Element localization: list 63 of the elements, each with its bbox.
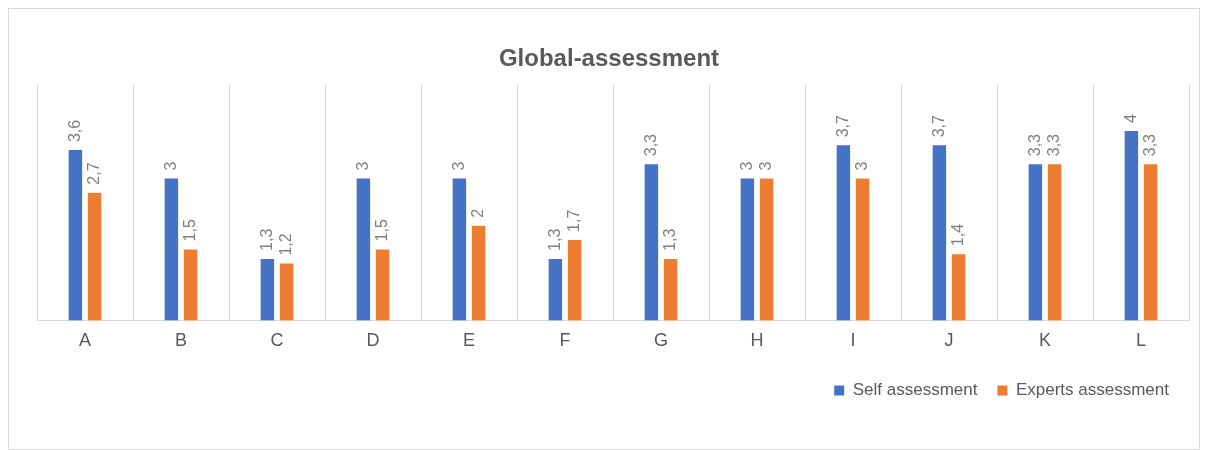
bar bbox=[260, 258, 275, 321]
bar bbox=[164, 178, 179, 321]
bar bbox=[855, 178, 870, 321]
bar bbox=[68, 150, 83, 321]
bar bbox=[932, 145, 947, 321]
x-tick-label: D bbox=[366, 330, 380, 351]
bar bbox=[1143, 164, 1158, 321]
bar bbox=[471, 225, 486, 321]
bar bbox=[644, 164, 659, 321]
bar bbox=[1124, 131, 1139, 321]
bar bbox=[183, 249, 198, 321]
legend-label: Experts assessment bbox=[1015, 380, 1170, 400]
data-label: 3 bbox=[737, 161, 755, 171]
data-label: 3 bbox=[161, 161, 179, 171]
data-label: 1,3 bbox=[661, 228, 679, 251]
bar bbox=[356, 178, 371, 321]
data-label: 3 bbox=[449, 161, 467, 171]
data-label: 1,5 bbox=[181, 219, 199, 242]
x-tick-label: I bbox=[850, 330, 856, 351]
x-tick-label: G bbox=[653, 330, 669, 351]
data-label: 3,3 bbox=[1141, 133, 1159, 157]
bar bbox=[836, 145, 851, 321]
data-label: 1,2 bbox=[277, 233, 295, 256]
data-label: 4 bbox=[1121, 114, 1139, 124]
x-tick-label: C bbox=[270, 330, 284, 351]
x-tick-label: K bbox=[1038, 330, 1052, 351]
data-label: 3,7 bbox=[833, 114, 851, 138]
bar bbox=[87, 192, 102, 321]
bar bbox=[548, 258, 563, 321]
data-label: 3,3 bbox=[641, 133, 659, 157]
x-tick-label: J bbox=[944, 330, 954, 351]
bar bbox=[567, 239, 582, 321]
data-label: 1,3 bbox=[257, 228, 275, 251]
data-label: 3,6 bbox=[65, 119, 83, 143]
data-label: 1,7 bbox=[565, 209, 583, 232]
data-label: 3 bbox=[853, 161, 871, 171]
data-label: 3 bbox=[757, 161, 775, 171]
bar bbox=[452, 178, 467, 321]
bar bbox=[1047, 164, 1062, 321]
legend-label: Self assessment bbox=[852, 380, 978, 400]
data-label: 2,7 bbox=[85, 162, 103, 185]
x-tick-label: E bbox=[462, 330, 476, 351]
data-label: 3,3 bbox=[1025, 133, 1043, 157]
bar bbox=[279, 263, 294, 321]
data-label: 1,4 bbox=[949, 223, 967, 247]
data-label: 2 bbox=[469, 208, 487, 218]
x-tick-label: L bbox=[1135, 330, 1147, 351]
data-label: 1,5 bbox=[373, 219, 391, 242]
chart-title: Global-assessment bbox=[498, 44, 720, 72]
x-tick-label: H bbox=[750, 330, 764, 351]
data-label: 3,3 bbox=[1045, 133, 1063, 157]
bar bbox=[759, 178, 774, 321]
data-label: 3,7 bbox=[929, 114, 947, 138]
data-label: 3 bbox=[353, 161, 371, 171]
x-tick-label: A bbox=[78, 330, 92, 351]
x-tick-label: B bbox=[174, 330, 188, 351]
bar bbox=[663, 258, 678, 321]
bar bbox=[1028, 164, 1043, 321]
x-tick-label: F bbox=[559, 330, 571, 351]
bar bbox=[951, 254, 966, 321]
bar bbox=[375, 249, 390, 321]
bar bbox=[740, 178, 755, 321]
data-label: 1,3 bbox=[545, 228, 563, 251]
